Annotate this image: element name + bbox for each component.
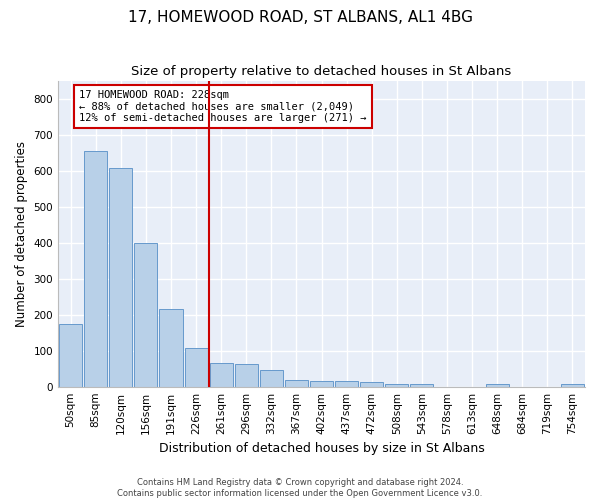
Bar — [209, 364, 233, 386]
Text: 17 HOMEWOOD ROAD: 228sqm
← 88% of detached houses are smaller (2,049)
12% of sem: 17 HOMEWOOD ROAD: 228sqm ← 88% of detach… — [79, 90, 367, 123]
Bar — [134, 242, 157, 386]
Bar — [185, 348, 208, 387]
Y-axis label: Number of detached properties: Number of detached properties — [15, 140, 28, 326]
Bar — [260, 370, 283, 386]
Text: 17, HOMEWOOD ROAD, ST ALBANS, AL1 4BG: 17, HOMEWOOD ROAD, ST ALBANS, AL1 4BG — [128, 10, 473, 25]
Bar — [84, 151, 107, 386]
Bar — [335, 382, 358, 386]
Title: Size of property relative to detached houses in St Albans: Size of property relative to detached ho… — [131, 65, 512, 78]
Bar — [160, 309, 182, 386]
Bar — [360, 382, 383, 386]
Bar — [235, 364, 258, 386]
Bar — [109, 168, 133, 386]
Bar — [285, 380, 308, 386]
Bar — [59, 324, 82, 386]
Bar — [385, 384, 409, 386]
X-axis label: Distribution of detached houses by size in St Albans: Distribution of detached houses by size … — [158, 442, 484, 455]
Bar — [410, 384, 433, 386]
Text: Contains HM Land Registry data © Crown copyright and database right 2024.
Contai: Contains HM Land Registry data © Crown c… — [118, 478, 482, 498]
Bar — [310, 380, 333, 386]
Bar — [561, 384, 584, 386]
Bar — [485, 384, 509, 386]
